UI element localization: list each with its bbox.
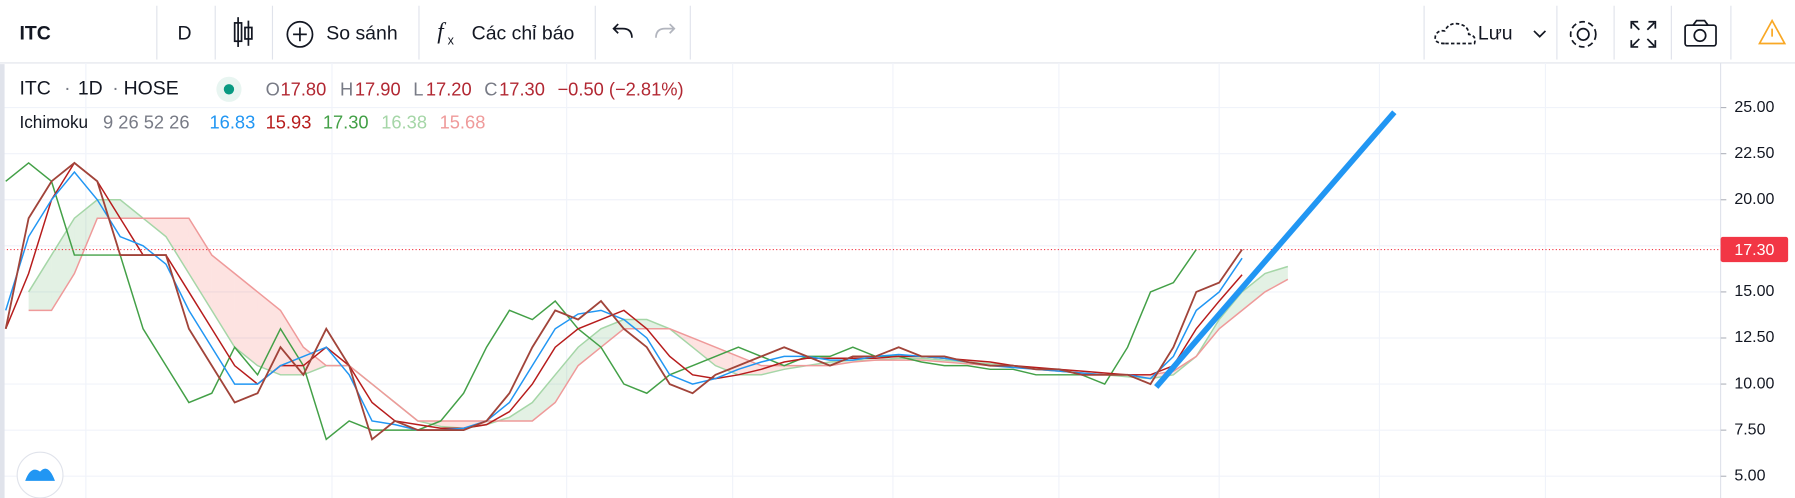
- y-tick-label: 15.00: [1734, 282, 1774, 300]
- change-value: −0.50 (−2.81%): [558, 78, 684, 99]
- indicator-params: 9 26 52 26: [103, 111, 189, 132]
- compare-icon[interactable]: [286, 20, 314, 48]
- chart-style-button[interactable]: [233, 17, 253, 47]
- cloud: [1219, 291, 1243, 329]
- cloud: [1264, 266, 1288, 292]
- left-edge: [0, 64, 5, 498]
- cloud: [623, 319, 647, 329]
- indicator-name: Ichimoku: [19, 112, 88, 132]
- legend-interval: 1D: [78, 77, 103, 99]
- open-label: O: [266, 78, 280, 99]
- kijun-value: 15.93: [266, 111, 312, 132]
- grid: [0, 62, 1721, 498]
- toolbar: ITC D So sánh f x Các chỉ báo Lưu: [0, 5, 1795, 64]
- cloud: [532, 374, 556, 421]
- logo[interactable]: [16, 451, 64, 498]
- legend-dot: ·: [64, 77, 70, 99]
- cloud: [51, 218, 75, 311]
- cloud: [257, 291, 281, 375]
- price-line: [4, 161, 1243, 441]
- settings-button[interactable]: [1569, 20, 1597, 48]
- y-tick-label: 25.00: [1734, 98, 1774, 116]
- last-price-tag: [1720, 236, 1789, 263]
- cloud-icon[interactable]: [1434, 22, 1476, 45]
- tenkan-value: 16.83: [209, 111, 255, 132]
- legend-dot: ·: [112, 77, 118, 99]
- cloud: [555, 347, 579, 403]
- indicators-button[interactable]: Các chỉ báo: [472, 22, 575, 44]
- indicator-line: [5, 161, 1243, 430]
- open-value: 17.80: [280, 78, 326, 99]
- undo-button[interactable]: [612, 23, 633, 38]
- fx-icon-sub: x: [448, 34, 455, 48]
- indicator-line: [5, 161, 1197, 441]
- interval-button[interactable]: D: [177, 22, 191, 44]
- symbol-button[interactable]: ITC: [19, 22, 50, 44]
- snapshot-button[interactable]: [1684, 19, 1717, 47]
- close-label: C: [484, 78, 497, 99]
- plot: [0, 110, 1721, 441]
- redo-button[interactable]: [655, 23, 676, 38]
- low-value: 17.20: [426, 78, 472, 99]
- cloud: [578, 328, 602, 366]
- cloud: [28, 255, 52, 311]
- logo-mark: [25, 468, 55, 481]
- legend-exchange: HOSE: [124, 77, 179, 99]
- span-b-value: 15.68: [440, 111, 486, 132]
- cloud: [1242, 273, 1265, 311]
- high-value: 17.90: [355, 78, 401, 99]
- y-tick-label: 12.50: [1734, 328, 1774, 346]
- span-a-value: 16.38: [381, 111, 427, 132]
- cloud: [165, 218, 189, 274]
- compare-button[interactable]: So sánh: [326, 22, 397, 44]
- y-tick-label: 7.50: [1734, 420, 1765, 438]
- legend-symbol: ITC: [19, 77, 50, 99]
- high-label: H: [340, 78, 353, 99]
- cloud: [211, 255, 235, 348]
- cloud: [509, 402, 533, 421]
- save-menu[interactable]: [1533, 30, 1547, 38]
- low-label: L: [413, 78, 423, 99]
- chikou-value: 17.30: [323, 111, 369, 132]
- save-button[interactable]: Lưu: [1478, 22, 1513, 44]
- y-tick-label: 5.00: [1734, 466, 1765, 484]
- cloud: [188, 218, 212, 311]
- last-price-label: 17.30: [1734, 241, 1774, 259]
- legend: ITC · 1D · HOSE O 17.80 H 17.90 L 17.20 …: [19, 76, 684, 132]
- y-tick-label: 20.00: [1734, 190, 1774, 208]
- cloud: [97, 199, 121, 219]
- close-value: 17.30: [499, 78, 545, 99]
- cloud: [234, 273, 258, 366]
- trend-line: [1154, 110, 1397, 389]
- fx-icon[interactable]: f: [437, 18, 446, 43]
- warning-icon[interactable]: [1758, 18, 1787, 45]
- y-tick-label: 22.50: [1734, 144, 1774, 162]
- y-tick-label: 10.00: [1734, 374, 1774, 392]
- market-status-dot: [223, 84, 235, 95]
- fullscreen-button[interactable]: [1630, 20, 1657, 48]
